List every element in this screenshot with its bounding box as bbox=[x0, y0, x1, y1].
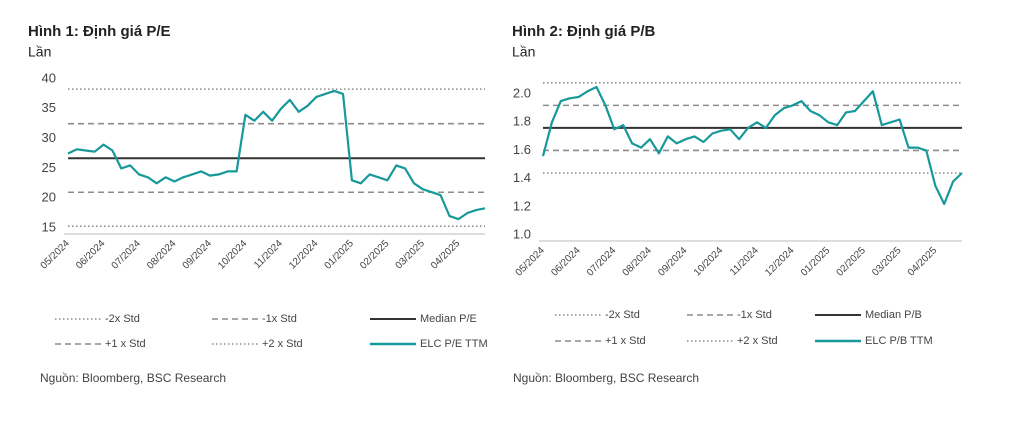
series-line bbox=[67, 89, 486, 221]
x-tick-label: 10/2024 bbox=[692, 245, 726, 279]
x-tick-label: 09/2024 bbox=[181, 238, 215, 272]
x-tick-label: 02/2025 bbox=[835, 245, 869, 279]
x-tick-label: 07/2024 bbox=[585, 245, 619, 279]
legend-label: Median P/E bbox=[420, 313, 477, 325]
y-tick-label: 15 bbox=[42, 219, 56, 234]
y-tick-label: 2.0 bbox=[513, 86, 531, 101]
x-tick-label: 07/2024 bbox=[110, 238, 144, 272]
y-tick-label: 25 bbox=[42, 160, 56, 175]
x-tick-label: 12/2024 bbox=[763, 245, 797, 279]
legend-label: Median P/B bbox=[865, 309, 922, 321]
x-tick-label: 09/2024 bbox=[656, 245, 690, 279]
y-tick-label: 1.0 bbox=[513, 226, 531, 241]
chart-title: Hình 2: Định giá P/B bbox=[512, 23, 656, 40]
x-tick-label: 05/2024 bbox=[514, 245, 548, 279]
legend-label: +1 x Std bbox=[105, 338, 146, 350]
legend-label: -1x Std bbox=[737, 309, 772, 321]
x-tick-label: 01/2025 bbox=[799, 245, 833, 279]
y-tick-label: 20 bbox=[42, 190, 56, 205]
chart-subtitle: Lần bbox=[512, 44, 535, 60]
x-tick-label: 12/2024 bbox=[287, 238, 321, 272]
x-tick-label: 03/2025 bbox=[870, 245, 904, 279]
y-tick-label: 1.6 bbox=[513, 142, 531, 157]
y-tick-label: 1.8 bbox=[513, 114, 531, 129]
y-tick-label: 30 bbox=[42, 130, 56, 145]
chart-title: Hình 1: Định giá P/E bbox=[28, 23, 171, 40]
legend-label: -2x Std bbox=[605, 309, 640, 321]
legend-label: +2 x Std bbox=[737, 335, 778, 347]
x-tick-label: 08/2024 bbox=[145, 238, 179, 272]
series-line bbox=[541, 85, 963, 206]
x-tick-label: 02/2025 bbox=[358, 238, 392, 272]
y-tick-label: 1.2 bbox=[513, 198, 531, 213]
x-tick-label: 08/2024 bbox=[621, 245, 655, 279]
chart-subtitle: Lần bbox=[28, 44, 51, 60]
x-tick-label: 11/2024 bbox=[728, 245, 761, 278]
x-tick-label: 06/2024 bbox=[549, 245, 583, 279]
legend-label: +2 x Std bbox=[262, 338, 303, 350]
x-tick-label: 04/2025 bbox=[906, 245, 940, 279]
source: Nguồn: Bloomberg, BSC Research bbox=[513, 371, 699, 385]
x-tick-label: 05/2024 bbox=[39, 238, 73, 272]
y-tick-label: 40 bbox=[42, 70, 56, 85]
x-tick-label: 01/2025 bbox=[323, 238, 357, 272]
legend-label: ELC P/B TTM bbox=[865, 335, 933, 347]
y-tick-label: 35 bbox=[42, 100, 56, 115]
legend-label: -2x Std bbox=[105, 313, 140, 325]
y-tick-label: 1.4 bbox=[513, 170, 531, 185]
legend-label: ELC P/E TTM bbox=[420, 338, 488, 350]
x-tick-label: 06/2024 bbox=[74, 238, 108, 272]
legend-label: -1x Std bbox=[262, 313, 297, 325]
source: Nguồn: Bloomberg, BSC Research bbox=[40, 371, 226, 385]
x-tick-label: 04/2025 bbox=[429, 238, 463, 272]
x-tick-label: 03/2025 bbox=[394, 238, 428, 272]
legend-label: +1 x Std bbox=[605, 335, 646, 347]
x-tick-label: 11/2024 bbox=[252, 238, 285, 271]
x-tick-label: 10/2024 bbox=[216, 238, 250, 272]
